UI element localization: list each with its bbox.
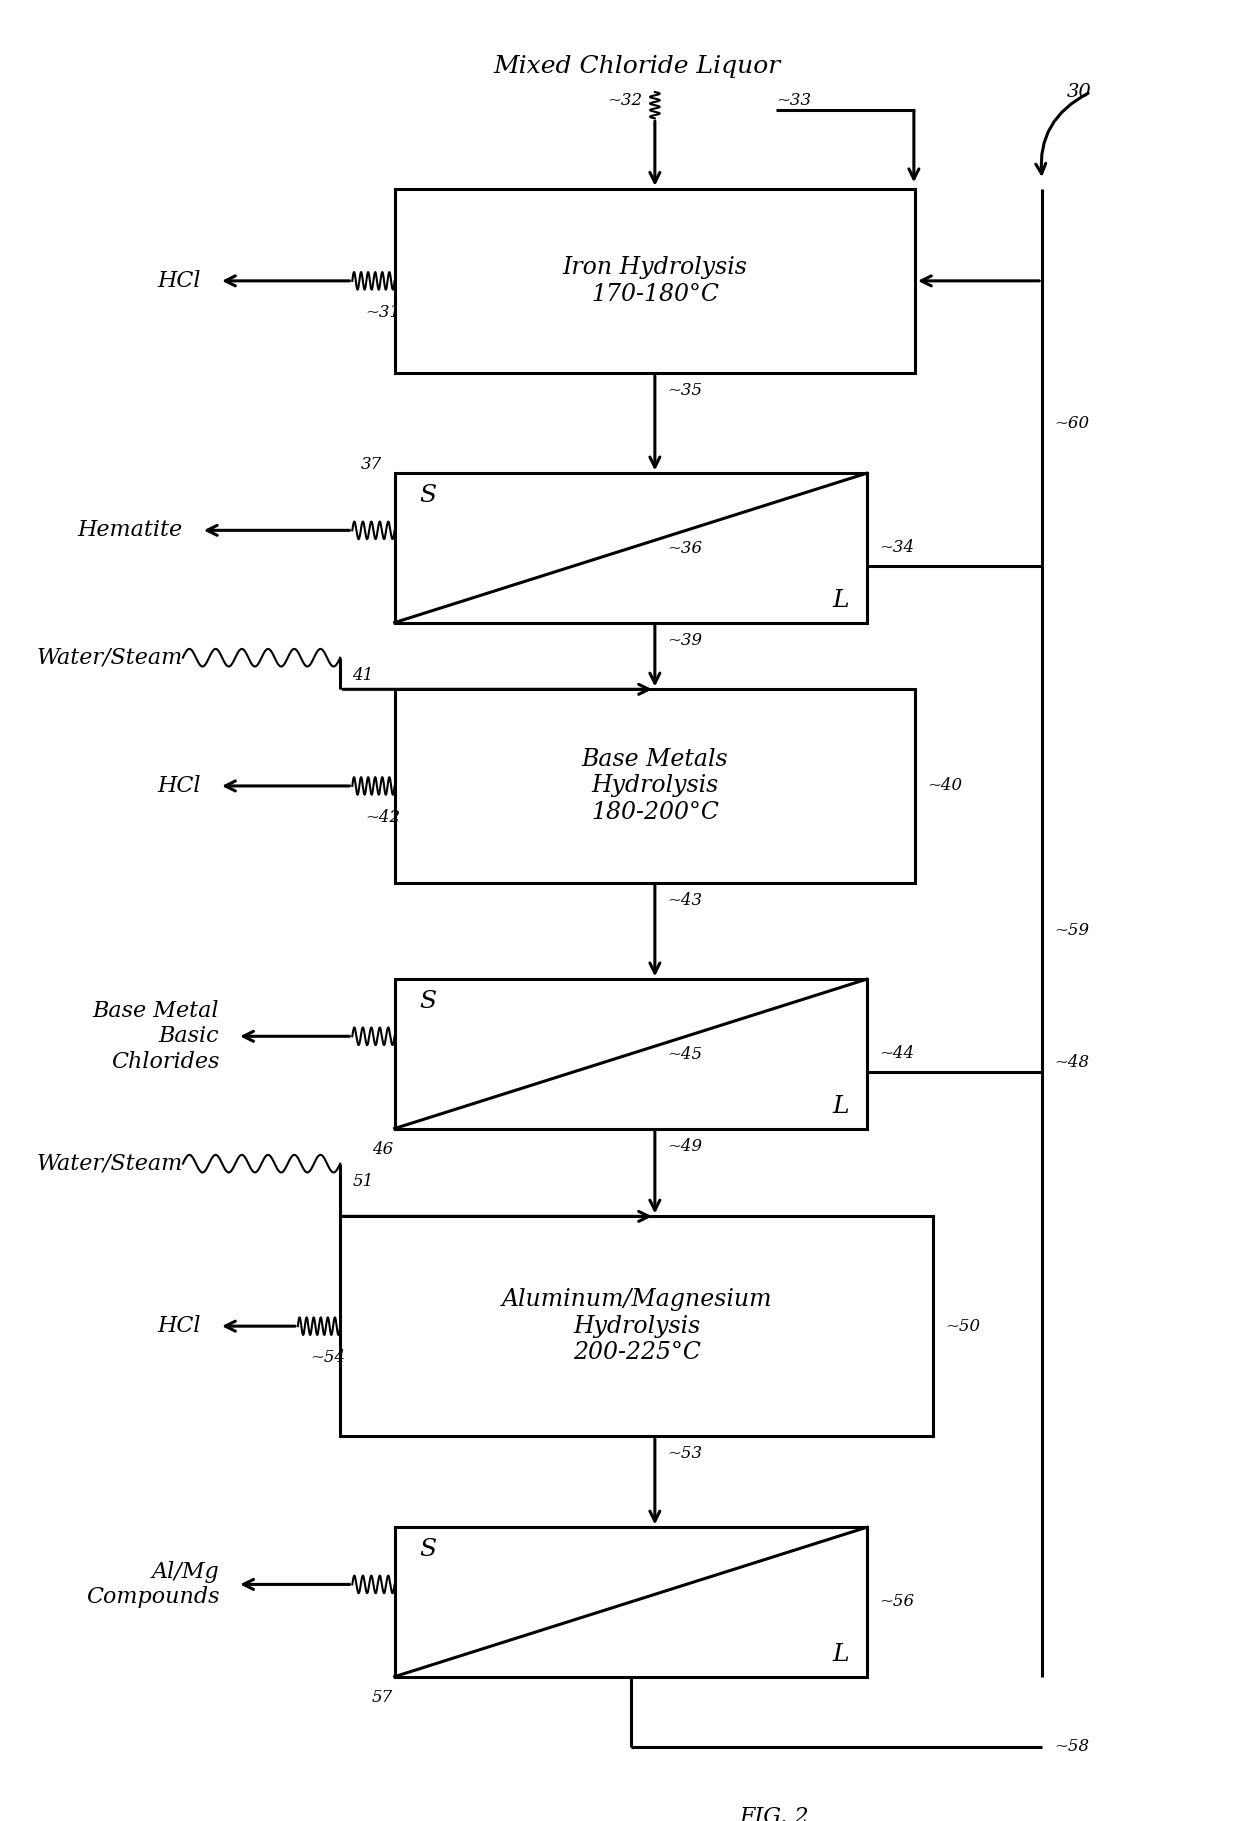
Bar [394,1528,867,1677]
Text: Water/Steam: Water/Steam [37,646,182,668]
Text: Hematite: Hematite [78,519,182,541]
Text: ~40: ~40 [928,778,962,794]
Text: Base Metals
Hydrolysis
180-200°C: Base Metals Hydrolysis 180-200°C [582,748,728,825]
Text: S: S [419,991,436,1012]
Text: L: L [832,1094,848,1118]
Text: L: L [832,588,848,612]
Bar [340,1216,934,1437]
Bar [394,690,915,883]
Bar [394,473,867,623]
Text: ~39: ~39 [667,632,702,648]
Text: ~56: ~56 [879,1593,914,1610]
Text: Al/Mg
Compounds: Al/Mg Compounds [86,1561,219,1608]
Text: ~45: ~45 [667,1045,702,1063]
Text: ~44: ~44 [879,1045,914,1062]
Text: ~54: ~54 [310,1349,346,1366]
Text: HCl: HCl [157,1315,201,1337]
Text: ~33: ~33 [776,93,811,109]
Text: HCl: HCl [157,776,201,798]
Text: Mixed Chloride Liquor: Mixed Chloride Liquor [494,55,780,78]
Text: 51: 51 [352,1173,373,1189]
Text: ~36: ~36 [667,539,702,557]
Bar [394,189,915,373]
Text: 57: 57 [372,1690,393,1706]
Text: ~43: ~43 [667,892,702,909]
Text: ~35: ~35 [667,382,702,399]
Bar [394,980,867,1129]
Text: ~50: ~50 [945,1318,981,1335]
Text: Base Metal
Basic
Chlorides: Base Metal Basic Chlorides [93,1000,219,1073]
Text: HCl: HCl [157,270,201,291]
Text: ~49: ~49 [667,1138,702,1155]
Text: 37: 37 [361,455,382,473]
Text: Water/Steam: Water/Steam [37,1153,182,1175]
Text: ~53: ~53 [667,1446,702,1462]
Text: L: L [832,1643,848,1666]
Text: Aluminum/Magnesium
Hydrolysis
200-225°C: Aluminum/Magnesium Hydrolysis 200-225°C [501,1287,773,1364]
Text: Iron Hydrolysis
170-180°C: Iron Hydrolysis 170-180°C [563,257,748,306]
Text: S: S [419,484,436,506]
Text: 46: 46 [372,1142,393,1158]
Text: ~48: ~48 [1054,1054,1090,1071]
Text: ~58: ~58 [1054,1739,1090,1755]
Text: ~59: ~59 [1054,923,1090,940]
Text: 30: 30 [1066,84,1091,100]
Text: ~42: ~42 [365,809,401,827]
Text: 41: 41 [352,666,373,683]
Text: ~34: ~34 [879,539,914,557]
Text: FIG. 2: FIG. 2 [739,1806,810,1821]
Text: S: S [419,1539,436,1561]
Text: ~60: ~60 [1054,415,1090,432]
Text: ~31: ~31 [365,304,401,320]
Text: ~32: ~32 [608,93,642,109]
